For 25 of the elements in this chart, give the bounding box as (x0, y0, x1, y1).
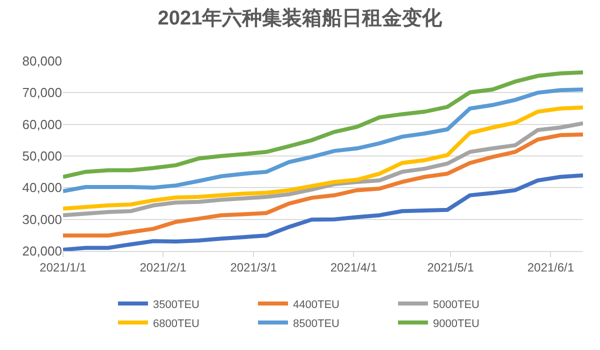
legend-label: 4400TEU (293, 298, 340, 311)
x-tick-label: 2021/2/1 (140, 260, 187, 274)
y-tick-label: 80,000 (22, 54, 62, 69)
legend-label: 6800TEU (153, 318, 200, 330)
x-tick-label: 2021/3/1 (230, 260, 278, 274)
line-series (63, 88, 583, 194)
legend-label: 9000TEU (433, 318, 480, 330)
line-series (63, 121, 583, 218)
y-tick-label: 40,000 (22, 180, 62, 196)
y-tick-label: 60,000 (22, 116, 62, 132)
legend-label: 8500TEU (293, 318, 340, 330)
line-series (63, 106, 583, 211)
y-tick-label: 20,000 (22, 244, 62, 259)
x-tick-label: 2021/6/1 (527, 260, 574, 274)
legend-label: 5000TEU (433, 298, 480, 311)
y-tick-label: 50,000 (22, 148, 62, 164)
line-series (63, 70, 583, 179)
chart-title: 2021年六种集装箱船日租金变化 (158, 6, 444, 30)
x-tick-label: 2021/5/1 (427, 260, 474, 274)
y-tick-label: 70,000 (22, 85, 62, 100)
line-series (63, 132, 583, 238)
x-tick-label: 2021/4/1 (330, 260, 378, 274)
y-tick-label: 30,000 (22, 212, 62, 227)
x-tick-label: 2021/1/1 (40, 260, 87, 274)
legend-label: 3500TEU (153, 298, 200, 311)
